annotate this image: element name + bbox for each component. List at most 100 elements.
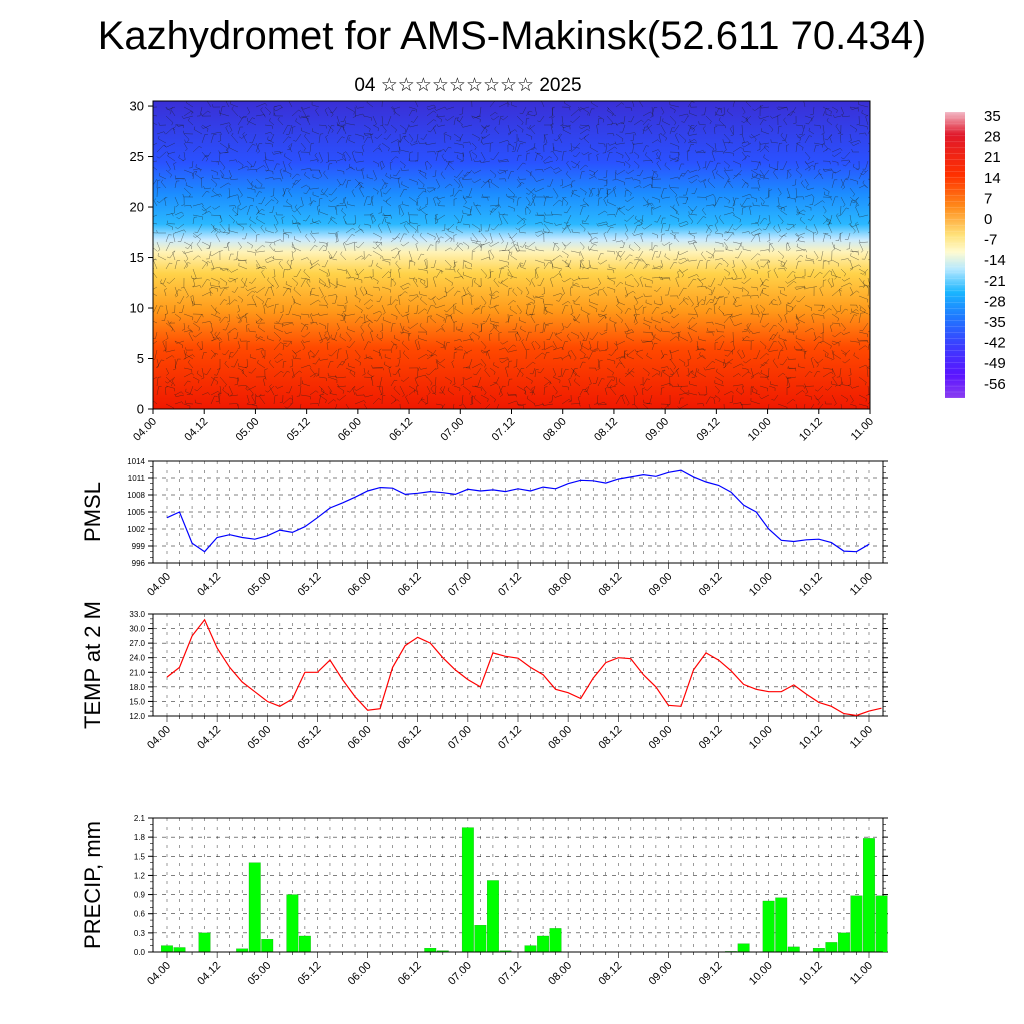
- precip-bar: [737, 943, 750, 953]
- x-tick-label: 08.12: [596, 724, 624, 752]
- x-tick-label: 08.00: [541, 416, 569, 444]
- x-tick-label: 06.00: [346, 571, 374, 599]
- y-tick-label: 1002: [127, 525, 145, 534]
- y-tick-label: 999: [132, 542, 146, 551]
- colorbar-label: -28: [984, 293, 1006, 310]
- x-tick-label: 07.12: [496, 724, 524, 752]
- x-tick-label: 07.00: [446, 724, 474, 752]
- x-tick-label: 04.12: [182, 416, 210, 444]
- x-tick-label: 09.00: [643, 416, 671, 444]
- y-tick-label: 20: [130, 200, 144, 215]
- x-tick-label: 05.12: [285, 416, 313, 444]
- x-tick-label: 06.00: [346, 960, 374, 988]
- precip-bar: [286, 894, 299, 953]
- precip-bar: [198, 932, 211, 953]
- y-tick-label: 0.3: [134, 929, 146, 938]
- y-tick-label: 33.0: [129, 610, 145, 619]
- y-tick-label: 27.0: [129, 639, 145, 648]
- precip-bar: [474, 925, 487, 953]
- y-tick-label: 10: [130, 301, 144, 316]
- x-tick-label: 10.12: [797, 571, 825, 599]
- x-tick-label: 09.12: [697, 571, 725, 599]
- precip-bar: [298, 935, 311, 953]
- x-tick-label: 06.12: [396, 571, 424, 599]
- x-tick-label: 06.00: [336, 416, 364, 444]
- precip-bar: [537, 935, 549, 953]
- precip-bar: [775, 897, 788, 953]
- y-tick-label: 0: [137, 402, 144, 417]
- y-tick-label: 15.0: [129, 697, 145, 706]
- x-tick-label: 10.00: [746, 416, 774, 444]
- colorbar-label: 0: [984, 211, 992, 228]
- precip-bar: [487, 880, 499, 953]
- colorbar-label: -7: [984, 232, 997, 249]
- x-tick-label: 09.12: [695, 416, 723, 444]
- x-tick-label: 10.00: [747, 571, 775, 599]
- precip-bar: [812, 948, 825, 953]
- y-axis-label: PMSL: [80, 482, 105, 542]
- x-tick-label: 05.12: [296, 571, 324, 599]
- precip-bar: [825, 942, 838, 953]
- colorbar-label: -56: [984, 376, 1006, 393]
- x-tick-label: 09.00: [647, 571, 675, 599]
- y-tick-label: 1014: [127, 457, 145, 466]
- x-tick-label: 07.00: [438, 416, 466, 444]
- panel-frame: [152, 613, 884, 717]
- x-tick-label: 04.12: [195, 571, 223, 599]
- heatmap-field: [153, 101, 870, 409]
- colorbar-label: 21: [984, 149, 1001, 166]
- x-tick-label: 09.12: [697, 960, 725, 988]
- colorbar-label: -49: [984, 355, 1006, 372]
- y-tick-label: 2.1: [134, 814, 146, 823]
- x-tick-label: 07.00: [446, 960, 474, 988]
- y-tick-label: 30: [130, 99, 144, 114]
- x-tick-label: 08.12: [596, 571, 624, 599]
- x-tick-label: 08.00: [546, 724, 574, 752]
- x-tick-label: 05.12: [296, 960, 324, 988]
- precip-bar: [850, 895, 863, 953]
- panel-frame: [152, 460, 884, 564]
- x-tick-label: 04.00: [131, 416, 159, 444]
- x-tick-label: 07.00: [446, 571, 474, 599]
- colorbar: [945, 112, 965, 398]
- precip-bar: [787, 946, 800, 953]
- x-tick-label: 10.12: [797, 724, 825, 752]
- panel-frame: [152, 817, 884, 953]
- y-tick-label: 1.5: [134, 852, 146, 861]
- x-tick-label: 04.00: [145, 960, 173, 988]
- x-tick-label: 11.00: [849, 416, 876, 443]
- y-axis-label: PRECIP, mm: [80, 821, 105, 949]
- wind-barbs: [153, 101, 870, 409]
- y-tick-label: 0.0: [134, 948, 146, 957]
- x-tick-label: 10.12: [797, 416, 825, 444]
- colorbar-levels: [945, 111, 965, 399]
- precip-bar: [762, 900, 775, 953]
- y-tick-label: 1005: [127, 508, 145, 517]
- colorbar-label: 35: [984, 108, 1001, 125]
- colorbar-label: -14: [984, 252, 1006, 269]
- colorbar-label: -42: [984, 335, 1006, 352]
- colorbar-label: 14: [984, 170, 1001, 187]
- y-tick-label: 1.8: [134, 833, 146, 842]
- x-tick-label: 05.12: [296, 724, 324, 752]
- x-tick-label: 05.00: [245, 571, 273, 599]
- y-tick-label: 12.0: [129, 712, 145, 721]
- y-tick-label: 5: [137, 351, 144, 366]
- x-tick-label: 10.00: [747, 724, 775, 752]
- series-line: [166, 618, 882, 717]
- y-axis-label: TEMP at 2 M: [80, 601, 105, 729]
- y-tick-label: 25: [130, 149, 144, 164]
- precip-bar: [524, 945, 537, 953]
- y-tick-label: 18.0: [129, 683, 145, 692]
- y-tick-label: 0.9: [134, 891, 146, 900]
- x-tick-label: 09.00: [647, 724, 675, 752]
- x-tick-label: 06.12: [387, 416, 415, 444]
- x-tick-label: 06.12: [396, 960, 424, 988]
- x-tick-label: 11.00: [848, 724, 875, 751]
- precip-bar: [838, 932, 850, 953]
- precip-bar: [261, 939, 274, 953]
- x-tick-label: 04.12: [195, 960, 223, 988]
- y-tick-label: 1008: [127, 491, 145, 500]
- x-tick-label: 05.00: [245, 960, 273, 988]
